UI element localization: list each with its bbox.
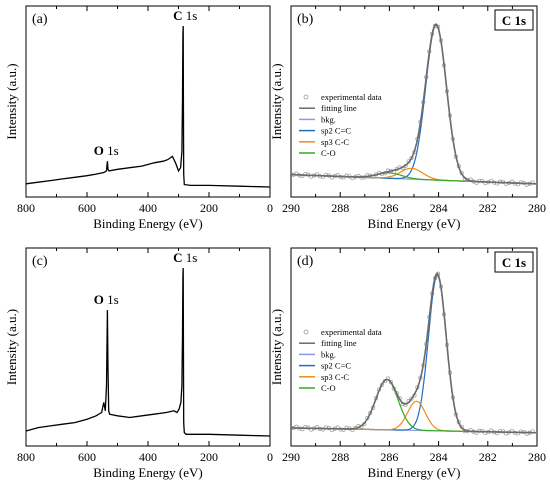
experimental-point (388, 380, 393, 385)
panel-label: (a) (32, 12, 48, 27)
x-tick-label: 284 (430, 201, 448, 215)
peak-orbital: 1s (104, 143, 119, 158)
panel-c: 800 600 400 200 0 Binding Energy (eV) Intensit… (4, 247, 273, 480)
peak-annotation: C 1s (173, 8, 197, 23)
legend-label: sp3 C-C (321, 372, 349, 382)
legend-label: bkg. (321, 114, 336, 124)
plot-frame (25, 247, 271, 447)
legend-label: sp2 C=C (321, 361, 351, 371)
x-tick-label: 200 (200, 450, 218, 464)
x-tick-label: 290 (282, 450, 300, 464)
x-tick-label: 0 (267, 201, 273, 215)
x-tick-label: 600 (78, 201, 96, 215)
legend-label: C-O (321, 383, 336, 393)
x-tick-label: 288 (331, 201, 349, 215)
x-axis-label: Binding Energy (eV) (93, 465, 203, 480)
panel-label: (d) (297, 254, 314, 269)
x-axis-label: Bind Energy (eV) (368, 216, 461, 231)
x-tick-label: 288 (331, 450, 349, 464)
panel-b: 290 288 286 284 282 280 Bind Energy (eV) Intens… (269, 5, 546, 231)
experimental-point (477, 428, 482, 433)
fitting-line (291, 272, 536, 434)
x-tick-label: 800 (17, 201, 35, 215)
legend-label: experimental data (321, 92, 382, 102)
y-axis-label: Intensity (a.u.) (4, 309, 19, 385)
panel-label: (b) (297, 12, 314, 27)
survey-spectrum-line (25, 25, 271, 188)
x-tick-label: 400 (139, 450, 157, 464)
panel-d: 290 288 286 284 282 280 Bind Energy (eV) Intens… (269, 247, 546, 480)
region-label: C 1s (502, 13, 526, 28)
region-label-box (494, 9, 534, 31)
x-tick-label: 280 (528, 450, 546, 464)
x-tick-label: 290 (282, 201, 300, 215)
region-label: C 1s (502, 255, 526, 270)
x-tick-label: 800 (17, 450, 35, 464)
y-axis-label: Intensity (a.u.) (269, 309, 284, 385)
peak-orbital: 1s (182, 8, 197, 23)
x-tick-label: 0 (267, 450, 273, 464)
peak-orbital: 1s (182, 250, 197, 265)
peak-annotation: O 1s (94, 292, 119, 307)
x-axis-label: Bind Energy (eV) (368, 465, 461, 480)
peak-element: O (94, 143, 104, 158)
legend-label: fitting line (321, 103, 357, 113)
y-axis-label: Intensity (a.u.) (269, 63, 284, 139)
experimental-point (341, 427, 346, 432)
region-label-box (494, 251, 534, 273)
x-tick-label: 282 (479, 450, 497, 464)
plot-frame (25, 5, 271, 198)
peak-orbital: 1s (104, 292, 119, 307)
legend-label: sp2 C=C (321, 126, 351, 136)
panel-a: 800 600 400 200 0 Binding Energy (eV) Intensit… (4, 5, 273, 231)
x-axis-label: Binding Energy (eV) (93, 216, 203, 231)
experimental-point (403, 402, 408, 407)
legend-marker (303, 329, 309, 335)
legend-label: experimental data (321, 327, 382, 337)
x-tick-label: 600 (78, 450, 96, 464)
x-tick-label: 286 (380, 201, 398, 215)
legend-label: bkg. (321, 349, 336, 359)
x-tick-label: 280 (528, 201, 546, 215)
experimental-point (409, 396, 414, 401)
legend-label: sp3 C-C (321, 137, 349, 147)
x-tick-label: 284 (430, 450, 448, 464)
legend-marker (303, 94, 309, 100)
peak-annotation: C 1s (173, 250, 197, 265)
legend-label: fitting line (321, 338, 357, 348)
survey-spectrum-line (25, 267, 271, 437)
fitting-line (291, 23, 536, 185)
x-tick-label: 400 (139, 201, 157, 215)
peak-annotation: O 1s (94, 143, 119, 158)
x-tick-label: 286 (380, 450, 398, 464)
x-tick-label: 200 (200, 201, 218, 215)
peak-element: C (173, 8, 182, 23)
peak-element: O (94, 292, 104, 307)
y-axis-label: Intensity (a.u.) (4, 63, 19, 139)
x-tick-label: 282 (479, 201, 497, 215)
peak-element: C (173, 250, 182, 265)
legend-label: C-O (321, 148, 336, 158)
panel-label: (c) (32, 254, 48, 269)
